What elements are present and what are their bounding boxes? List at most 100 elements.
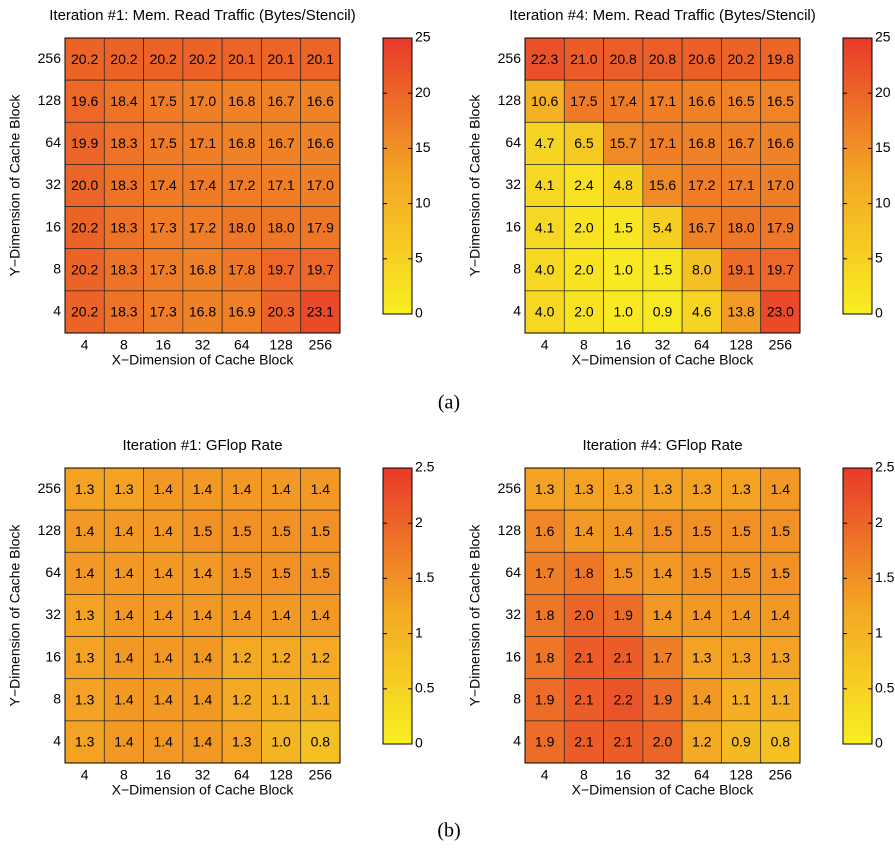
cell-label: 20.0 <box>71 177 98 193</box>
heatmap-cell <box>760 121 801 165</box>
chart-title: Iteration #1: Mem. Read Traffic (Bytes/S… <box>49 7 356 24</box>
heatmap-cell <box>261 467 302 511</box>
cell-label: 16.7 <box>688 219 715 235</box>
cell-label: 1.4 <box>114 734 134 750</box>
heatmap-cell <box>221 79 262 123</box>
cell-label: 17.2 <box>688 177 715 193</box>
cell-label: 20.2 <box>727 51 754 67</box>
cell-label: 20.8 <box>610 51 637 67</box>
cell-label: 4.0 <box>535 304 555 320</box>
cell-label: 17.2 <box>189 219 216 235</box>
caption: (b) <box>437 820 460 842</box>
heatmap-cell <box>681 290 722 334</box>
cell-label: 2.4 <box>574 177 594 193</box>
cell-label: 1.4 <box>574 523 594 539</box>
x-axis-label: X−Dimension of Cache Block <box>572 782 755 798</box>
cell-label: 1.4 <box>114 607 134 623</box>
cell-label: 1.4 <box>114 649 134 665</box>
cell-label: 2.0 <box>574 261 594 277</box>
cell-label: 1.4 <box>311 481 331 497</box>
x-tick-label: 8 <box>120 337 128 353</box>
cell-label: 1.8 <box>574 565 594 581</box>
cell-label: 2.1 <box>574 734 594 750</box>
heatmap-cell <box>524 509 565 553</box>
cell-label: 18.3 <box>110 219 137 235</box>
y-tick-label: 32 <box>505 176 521 192</box>
heatmap-cell <box>261 551 302 595</box>
heatmap-cell <box>182 164 223 207</box>
cell-label: 1.4 <box>653 565 673 581</box>
heatmap-cell <box>603 37 644 81</box>
cell-label: 17.3 <box>150 261 177 277</box>
heatmap-cell <box>182 551 223 595</box>
heatmap-cell <box>524 467 565 511</box>
colorbar-tick-label: 0.5 <box>415 680 435 696</box>
cell-label: 0.8 <box>311 734 331 750</box>
cell-label: 1.5 <box>653 523 673 539</box>
cell-label: 1.9 <box>535 691 555 707</box>
heatmap-cell <box>524 37 565 81</box>
colorbar-tick-label: 5 <box>875 250 883 266</box>
cell-label: 1.5 <box>771 523 791 539</box>
y-tick-label: 64 <box>45 564 61 580</box>
x-axis-label: X−Dimension of Cache Block <box>572 352 755 368</box>
heatmap-cell <box>603 467 644 511</box>
cell-label: 1.4 <box>613 523 633 539</box>
chart-title: Iteration #4: GFlop Rate <box>582 437 742 454</box>
heatmap-cell <box>642 121 683 165</box>
cell-label: 17.3 <box>150 219 177 235</box>
heatmap-cell <box>603 720 644 764</box>
heatmap-cell <box>221 121 262 165</box>
y-tick-label: 4 <box>53 303 61 319</box>
cell-label: 16.9 <box>228 304 255 320</box>
cell-label: 20.3 <box>267 304 294 320</box>
cell-label: 1.4 <box>271 481 291 497</box>
heatmap-cell <box>300 290 341 334</box>
heatmap-cell <box>681 509 722 553</box>
cell-label: 13.8 <box>727 304 754 320</box>
y-tick-label: 4 <box>513 303 521 319</box>
cell-label: 1.2 <box>271 649 291 665</box>
heatmap-cell <box>603 248 644 292</box>
heatmap-cell <box>721 290 762 334</box>
heatmap-cell <box>563 290 604 334</box>
cell-label: 4.7 <box>535 135 555 151</box>
cell-label: 16.7 <box>267 135 294 151</box>
colorbar-tick-label: 15 <box>875 139 891 155</box>
colorbar-tick-label: 2 <box>875 514 883 530</box>
heatmap-cell <box>642 467 683 511</box>
cell-label: 17.5 <box>570 93 597 109</box>
cell-label: 20.2 <box>189 51 216 67</box>
heatmap-cell <box>603 636 644 680</box>
heatmap-cell <box>760 509 801 553</box>
cell-label: 20.2 <box>71 304 98 320</box>
heatmap-cell <box>300 594 341 637</box>
colorbar-tick-label: 15 <box>415 139 431 155</box>
cell-label: 22.3 <box>531 51 558 67</box>
caption: (a) <box>438 392 460 414</box>
cell-label: 21.0 <box>570 51 597 67</box>
cell-label: 1.4 <box>153 565 173 581</box>
cell-label: 1.4 <box>311 607 331 623</box>
cell-label: 1.3 <box>574 481 594 497</box>
heatmap-cell <box>642 551 683 595</box>
cell-label: 18.0 <box>267 219 294 235</box>
heatmap-cell <box>603 509 644 553</box>
heatmap-cell <box>182 594 223 637</box>
cell-label: 1.3 <box>692 649 712 665</box>
heatmap-cell <box>524 290 565 334</box>
colorbar-tick-label: 2.5 <box>875 459 895 475</box>
cell-label: 2.1 <box>613 734 633 750</box>
colorbar-tick-label: 20 <box>415 84 431 100</box>
cell-label: 1.2 <box>311 649 331 665</box>
cell-label: 1.4 <box>232 481 252 497</box>
heatmap-cell <box>524 551 565 595</box>
heatmap-cell <box>143 290 184 334</box>
cell-label: 4.0 <box>535 261 555 277</box>
cell-label: 16.8 <box>228 93 255 109</box>
cell-label: 16.8 <box>189 261 216 277</box>
cell-label: 20.1 <box>267 51 294 67</box>
cell-label: 1.4 <box>692 607 712 623</box>
cell-label: 1.4 <box>731 607 751 623</box>
y-tick-label: 16 <box>45 648 61 664</box>
